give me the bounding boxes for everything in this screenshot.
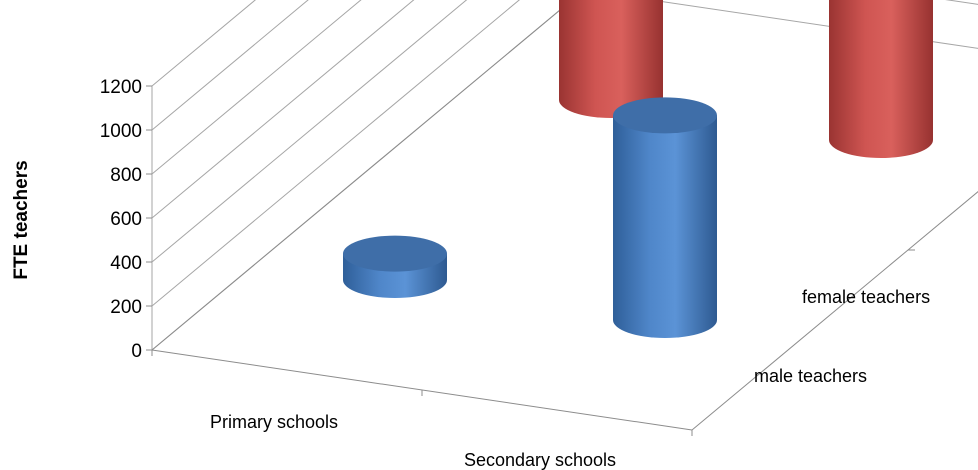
y-tick-label: 1000 bbox=[100, 121, 142, 142]
bar-body bbox=[829, 0, 933, 158]
series-label: male teachers bbox=[754, 366, 867, 386]
y-tick-label: 200 bbox=[110, 297, 142, 318]
bar-top bbox=[343, 235, 447, 272]
bar-cylinder bbox=[613, 97, 717, 339]
y-tick-label: 600 bbox=[110, 209, 142, 230]
gridline bbox=[151, 0, 978, 307]
category-label: Secondary schools bbox=[464, 450, 616, 470]
y-tick-label: 400 bbox=[110, 253, 142, 274]
y-tick-label: 1200 bbox=[100, 77, 142, 98]
category-label: Primary schools bbox=[210, 412, 338, 432]
gridline bbox=[151, 0, 415, 219]
y-axis-title: FTE teachers bbox=[11, 160, 32, 279]
axes bbox=[146, 0, 978, 436]
series-label: female teachers bbox=[802, 287, 930, 307]
bar-cylinder bbox=[829, 0, 933, 158]
gridline bbox=[151, 0, 468, 263]
y-tick-label: 800 bbox=[110, 165, 142, 186]
floor-edge bbox=[151, 0, 573, 351]
gridline bbox=[151, 0, 309, 131]
gridline bbox=[151, 0, 362, 175]
bar-body bbox=[613, 115, 717, 339]
labels: 0 200 400 600 800 1000 1200 Primary schools Seco… bbox=[100, 77, 930, 470]
bar-cylinder bbox=[559, 0, 663, 118]
bar-body bbox=[559, 0, 663, 118]
bar-top bbox=[613, 97, 717, 134]
bar-cylinder bbox=[343, 235, 447, 298]
bars bbox=[343, 0, 933, 339]
y-tick-label: 0 bbox=[131, 341, 142, 362]
